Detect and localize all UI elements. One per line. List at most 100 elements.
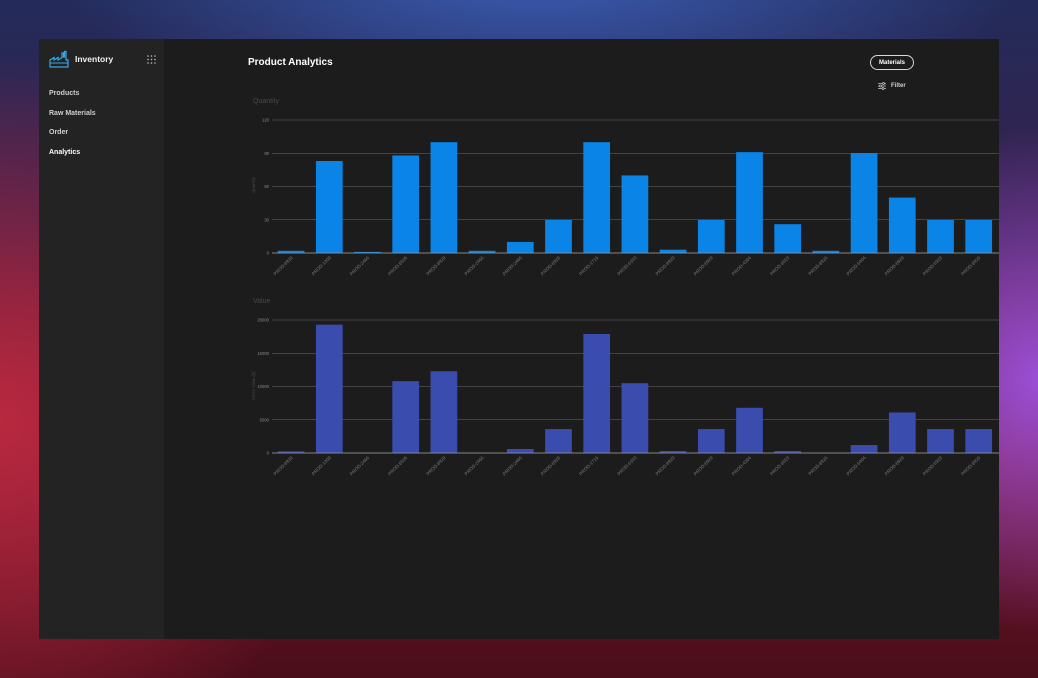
quantity-x-tick-label: PROD-8929 bbox=[960, 255, 982, 277]
value-bar[interactable] bbox=[545, 429, 572, 453]
app-title: Inventory bbox=[75, 54, 114, 64]
quantity-x-tick-label: PROD-1308 bbox=[311, 255, 333, 277]
quantity-bar[interactable] bbox=[430, 142, 458, 253]
quantity-x-tick-label: PROD-8505 bbox=[387, 255, 409, 277]
value-x-tick-label: PROD-1308 bbox=[311, 455, 333, 477]
value-x-tick-label: PROD-2466 bbox=[349, 455, 371, 477]
filter-label: Filter bbox=[891, 83, 906, 89]
quantity-x-tick-label: PROD-2466 bbox=[349, 255, 371, 277]
value-x-tick-label: PROD-2466 bbox=[464, 455, 486, 477]
quantity-x-tick-label: PROD-6193 bbox=[616, 255, 638, 277]
sidebar-item-analytics[interactable]: Analytics bbox=[49, 148, 81, 156]
value-x-tick-label: PROD-8929 bbox=[693, 455, 715, 477]
value-bar[interactable] bbox=[927, 429, 954, 453]
value-bar[interactable] bbox=[774, 451, 802, 453]
value-chart-title: Value bbox=[253, 298, 270, 305]
quantity-x-tick-label: PROD-8929 bbox=[693, 255, 715, 277]
value-y-tick-label: 15000 bbox=[257, 351, 269, 356]
value-x-tick-label: PROD-8929 bbox=[540, 455, 562, 477]
value-bar[interactable] bbox=[965, 429, 993, 453]
quantity-x-tick-label: PROD-1716 bbox=[578, 255, 600, 277]
quantity-bar[interactable] bbox=[506, 241, 534, 253]
quantity-y-tick-label: 60 bbox=[264, 184, 269, 189]
quantity-bar[interactable] bbox=[736, 152, 763, 253]
value-x-tick-label: PROD-8505 bbox=[387, 455, 409, 477]
value-bar[interactable] bbox=[697, 429, 725, 453]
value-x-tick-label: PROD-1716 bbox=[578, 455, 600, 477]
quantity-bar[interactable] bbox=[659, 249, 687, 253]
quantity-chart: Quantity Quantity 0 30 60 90 120 PROD-8929 PRO… bbox=[251, 98, 999, 276]
brand: Inventory bbox=[39, 49, 164, 69]
value-bar[interactable] bbox=[506, 449, 534, 453]
quantity-x-tick-label: PROD-8929 bbox=[922, 255, 944, 277]
sidebar-item-raw-materials[interactable]: Raw Materials bbox=[49, 109, 96, 117]
filter-button[interactable]: Filter bbox=[878, 82, 906, 90]
value-bar[interactable] bbox=[888, 412, 916, 453]
value-x-tick-label: PROD-8503 bbox=[769, 455, 791, 477]
quantity-bar[interactable] bbox=[697, 219, 725, 253]
quantity-x-tick-label: PROD-8929 bbox=[273, 255, 295, 277]
value-y-axis-label: Gross Value ($) bbox=[251, 371, 256, 401]
quantity-bar[interactable] bbox=[354, 251, 381, 253]
analytics-charts: Quantity Quantity 0 30 60 90 120 PROD-8929 PRO… bbox=[251, 98, 999, 476]
value-bar[interactable] bbox=[277, 451, 305, 453]
value-bar[interactable] bbox=[583, 333, 611, 453]
quantity-bar[interactable] bbox=[927, 219, 954, 253]
app-window: Inventory Products Raw Materials Order A… bbox=[39, 39, 999, 639]
quantity-x-tick-label: PROD-8503 bbox=[769, 255, 791, 277]
quantity-y-tick-label: 30 bbox=[264, 217, 269, 222]
value-x-tick-label: PROD-8929 bbox=[922, 455, 944, 477]
quantity-bar[interactable] bbox=[545, 219, 572, 253]
sidebar: Inventory Products Raw Materials Order A… bbox=[39, 39, 164, 639]
main-content: Product Analytics Materials Filter Quant… bbox=[164, 39, 999, 639]
quantity-x-tick-label: PROD-6404 bbox=[846, 255, 868, 277]
grid-icon[interactable] bbox=[147, 54, 156, 64]
value-x-tick-label: PROD-8929 bbox=[273, 455, 295, 477]
quantity-bar[interactable] bbox=[888, 197, 916, 253]
quantity-x-tick-label: PROD-8929 bbox=[884, 255, 906, 277]
value-x-tick-label: PROD-1716 bbox=[998, 455, 999, 477]
quantity-x-tick-label: PROD-2466 bbox=[502, 255, 524, 277]
quantity-bar[interactable] bbox=[468, 250, 496, 253]
value-x-tick-label: PROD-2466 bbox=[502, 455, 524, 477]
quantity-bar[interactable] bbox=[850, 153, 878, 253]
quantity-x-tick-label: PROD-8929 bbox=[425, 255, 447, 277]
quantity-x-tick-label: PROD-2466 bbox=[464, 255, 486, 277]
value-bar[interactable] bbox=[621, 383, 649, 453]
value-bar[interactable] bbox=[392, 381, 420, 453]
quantity-y-tick-label: 120 bbox=[262, 118, 270, 123]
value-x-tick-label: PROD-8929 bbox=[960, 455, 982, 477]
quantity-x-tick-label: PROD-8926 bbox=[807, 255, 829, 277]
quantity-chart-title: Quantity bbox=[253, 98, 280, 105]
value-chart: Value Gross Value ($) 0 5000 10000 15000 200… bbox=[251, 298, 999, 476]
quantity-bar[interactable] bbox=[965, 219, 993, 253]
value-y-tick-label: 0 bbox=[267, 451, 270, 456]
value-bar[interactable] bbox=[850, 445, 878, 453]
value-bar[interactable] bbox=[315, 324, 343, 453]
quantity-bar[interactable] bbox=[392, 155, 420, 253]
value-x-tick-label: PROD-6193 bbox=[616, 455, 638, 477]
factory-icon bbox=[49, 50, 69, 68]
quantity-bar[interactable] bbox=[774, 224, 802, 253]
value-y-tick-label: 5000 bbox=[260, 417, 270, 422]
quantity-bar[interactable] bbox=[812, 250, 840, 253]
value-bar[interactable] bbox=[430, 371, 458, 453]
quantity-bar[interactable] bbox=[315, 161, 343, 253]
quantity-y-axis-label: Quantity bbox=[251, 176, 256, 193]
value-x-tick-label: PROD-8926 bbox=[807, 455, 829, 477]
quantity-bar[interactable] bbox=[621, 175, 649, 253]
materials-button[interactable]: Materials bbox=[870, 55, 914, 70]
value-x-tick-label: PROD-8929 bbox=[425, 455, 447, 477]
value-x-tick-label: PROD-4304 bbox=[731, 455, 753, 477]
sidebar-item-order[interactable]: Order bbox=[49, 129, 69, 136]
value-y-tick-label: 10000 bbox=[257, 384, 269, 389]
quantity-bar[interactable] bbox=[277, 250, 305, 253]
sidebar-item-products[interactable]: Products bbox=[49, 90, 80, 97]
quantity-bar[interactable] bbox=[583, 142, 611, 253]
quantity-y-tick-label: 90 bbox=[264, 151, 269, 156]
value-x-tick-label: PROD-6404 bbox=[846, 455, 868, 477]
value-y-tick-label: 20000 bbox=[257, 318, 269, 323]
quantity-y-tick-label: 0 bbox=[267, 251, 270, 256]
value-bar[interactable] bbox=[736, 407, 763, 453]
value-bar[interactable] bbox=[659, 451, 687, 453]
